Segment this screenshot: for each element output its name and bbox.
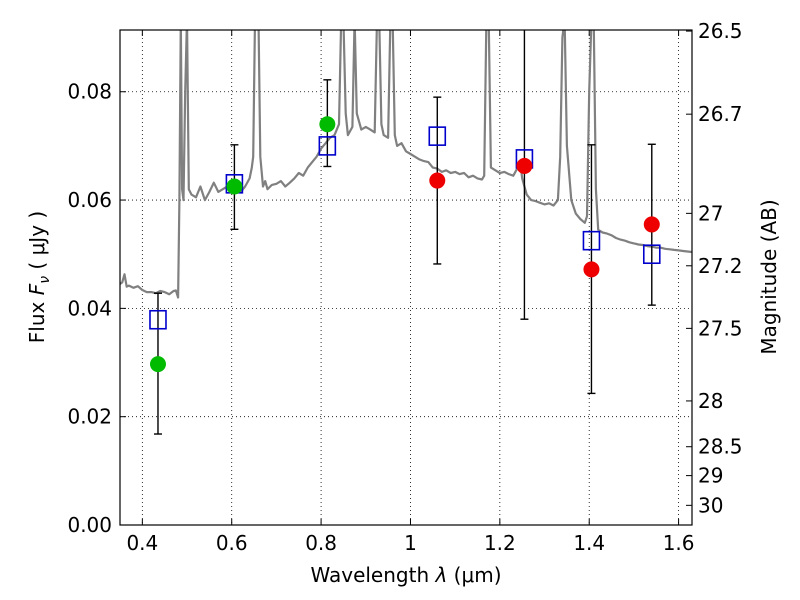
magnitude-axis-label: Magnitude (AB) [757, 199, 781, 354]
magnitude-tick-label: 27 [698, 201, 723, 225]
observed-flux-marker [319, 116, 336, 133]
magnitude-tick-label: 28 [698, 389, 723, 413]
x-tick-label: 1.4 [573, 531, 605, 555]
observed-flux-marker [226, 178, 243, 195]
x-axis-label: Wavelength λ (μm) [310, 563, 501, 587]
model-photometry-marker [318, 136, 337, 156]
y-tick-label: 0.04 [67, 296, 112, 320]
model-photometry-marker [428, 126, 447, 146]
x-tick-label: 0.8 [305, 531, 337, 555]
observed-flux-marker [516, 157, 533, 174]
magnitude-tick-label: 26.7 [698, 102, 743, 126]
plot-frame [119, 29, 693, 526]
y-axis-ticks: 0.00 0.02 0.04 0.06 0.08 [67, 80, 126, 537]
model-spectrum [120, 30, 692, 299]
magnitude-tick-label: 27.5 [698, 316, 743, 340]
magnitude-axis-ticks: 26.5 26.7 27 27.2 27.5 28 28.5 29 30 [686, 19, 743, 517]
y-tick-label: 0.02 [67, 405, 112, 429]
data-markers [149, 116, 661, 373]
magnitude-tick-label: 29 [698, 464, 723, 488]
x-tick-label: 0.4 [126, 531, 158, 555]
observed-flux-marker [429, 172, 446, 189]
model-photometry-marker [642, 244, 661, 265]
plot-background [120, 30, 692, 525]
observed-flux-marker [583, 261, 600, 278]
observed-flux-marker [643, 216, 660, 233]
observed-flux-marker [149, 356, 166, 373]
magnitude-tick-label: 26.5 [698, 19, 743, 43]
y-axis-label: Flux Fν ( μJy ) [25, 211, 53, 343]
y-tick-label: 0.06 [67, 188, 112, 212]
x-tick-label: 1.2 [484, 531, 516, 555]
model-photometry-marker [149, 309, 167, 330]
y-tick-label: 0.00 [67, 513, 112, 537]
model-photometry-marker [582, 230, 601, 251]
spectrum-line [120, 30, 692, 299]
x-axis-ticks: 0.4 0.6 0.8 1 1.2 1.4 1.6 [126, 30, 695, 555]
magnitude-tick-label: 27.2 [698, 254, 743, 278]
y-tick-label: 0.08 [67, 80, 112, 104]
x-tick-label: 1 [404, 531, 417, 555]
x-tick-label: 1.6 [663, 531, 695, 555]
magnitude-tick-label: 28.5 [698, 435, 743, 459]
x-tick-label: 0.6 [216, 531, 248, 555]
magnitude-tick-label: 30 [698, 493, 723, 517]
